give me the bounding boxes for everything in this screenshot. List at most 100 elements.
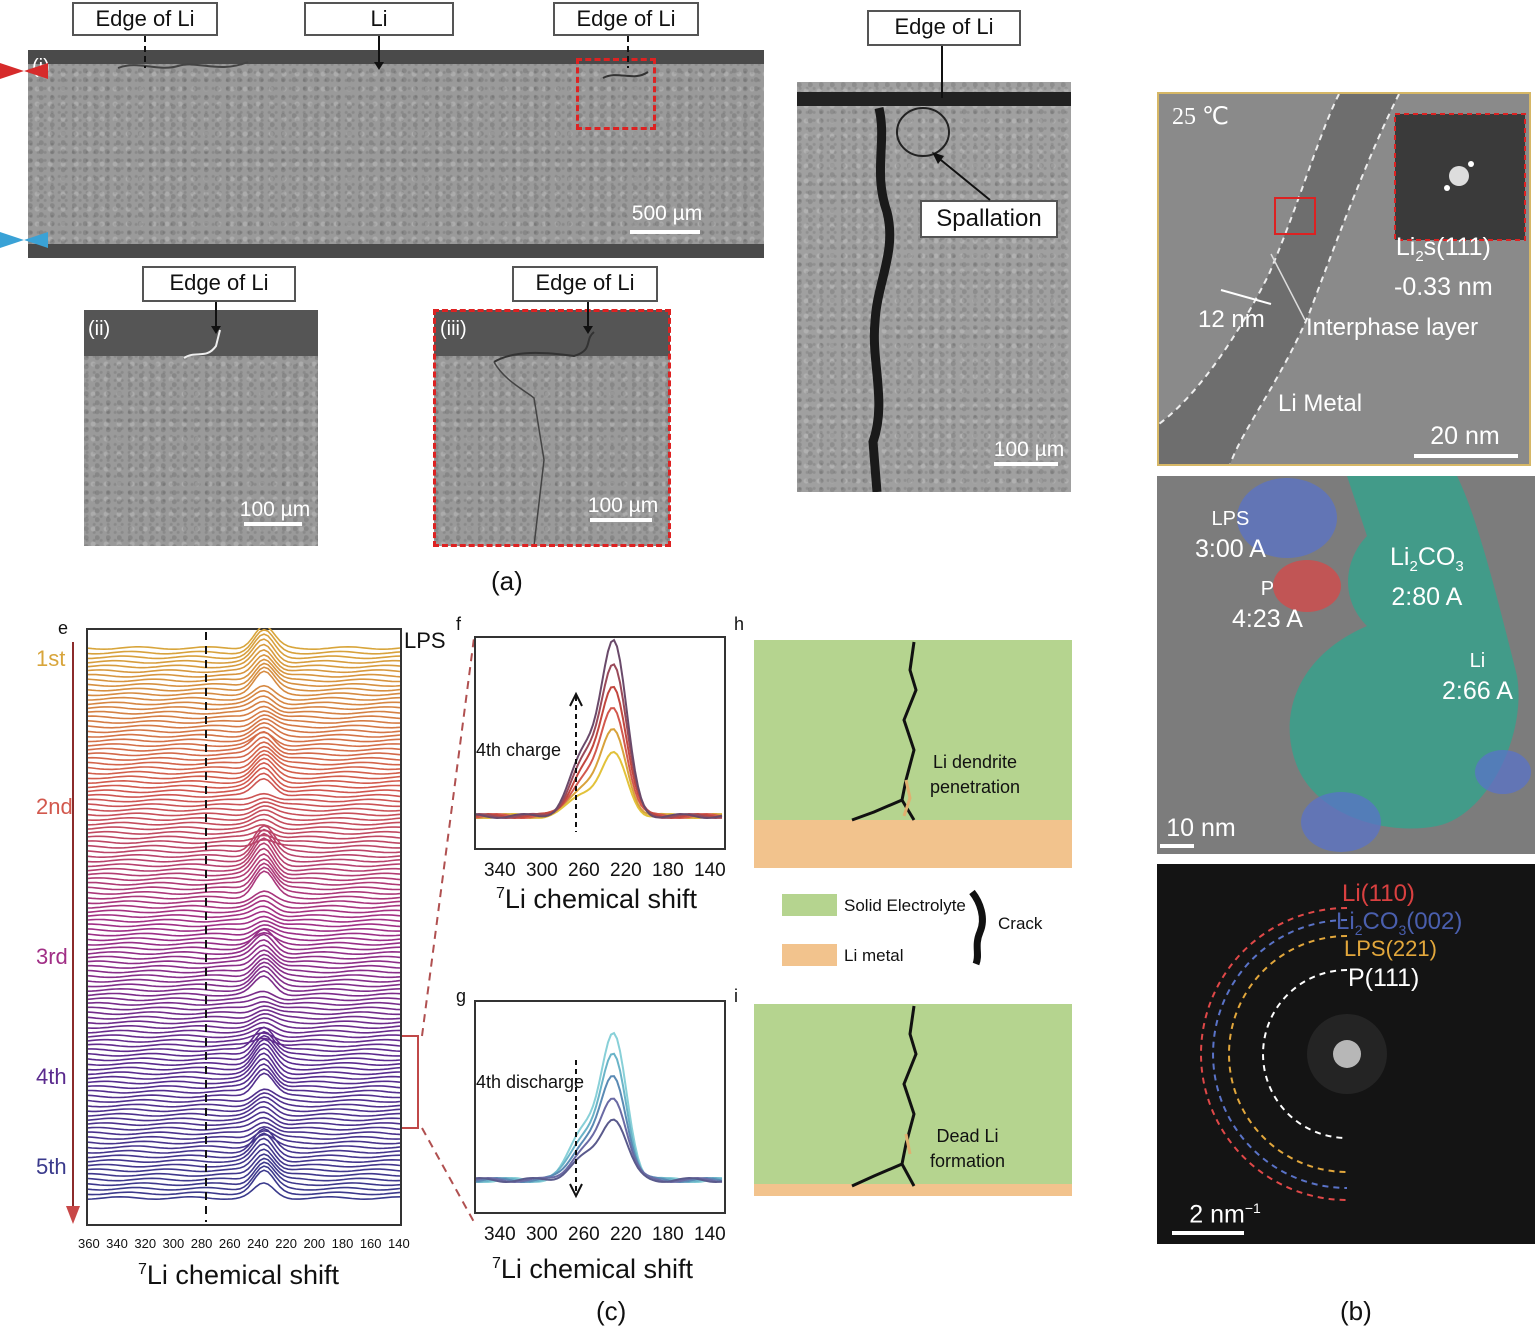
tem-image <box>1157 92 1531 466</box>
waterfall-trace <box>87 1052 401 1080</box>
fft-label: Li2s(111) -0.33 nm <box>1394 232 1493 302</box>
waterfall-trace <box>87 1021 401 1034</box>
waterfall-trace <box>87 824 401 854</box>
discharge-label: 4th discharge <box>476 1072 585 1092</box>
waterfall-xlabel-sup: 7 <box>138 1261 147 1278</box>
waterfall-xtick: 180 <box>331 1236 354 1251</box>
scale-label-top: 500 µm <box>631 202 703 225</box>
scalebar-right <box>994 462 1058 466</box>
waterfall-nmr-plot <box>86 628 402 1226</box>
waterfall-trace <box>87 1132 401 1159</box>
waterfall-trace <box>87 1042 401 1071</box>
waterfall-trace <box>87 1088 401 1103</box>
waterfall-trace <box>87 894 401 909</box>
waterfall-trace <box>87 1169 401 1196</box>
cycle-label: 1st <box>36 646 66 671</box>
waterfall-trace <box>87 1072 400 1099</box>
waterfall-trace <box>87 1030 400 1057</box>
hr-li2co3-a: Li <box>1390 543 1410 571</box>
waterfall-trace <box>87 927 401 942</box>
zoom-xtick: 180 <box>652 860 684 881</box>
waterfall-trace <box>87 933 401 955</box>
waterfall-trace <box>87 957 401 979</box>
waterfall-trace <box>87 1148 401 1173</box>
scalebar-hr <box>1160 844 1194 848</box>
waterfall-trace <box>87 838 400 849</box>
letter-g: g <box>456 986 467 1006</box>
waterfall-trace <box>87 1125 401 1140</box>
waterfall-trace <box>87 797 400 808</box>
callout-leaders <box>144 36 629 70</box>
zoom-xtick: 340 <box>484 860 516 881</box>
waterfall-trace <box>87 1111 401 1127</box>
hr-li-spacing: 2:66 A <box>1442 677 1513 705</box>
waterfall-trace <box>87 890 401 905</box>
saed-scale-value: 2 nm <box>1189 1200 1245 1229</box>
waterfall-trace <box>87 832 401 863</box>
charge-zoom-plot <box>474 636 726 850</box>
legend-swatch-li <box>782 944 837 966</box>
waterfall-trace <box>87 1063 401 1090</box>
zoom-xtick: 300 <box>526 860 558 881</box>
zoom-xtick: 300 <box>526 1224 558 1245</box>
waterfall-trace <box>87 1143 401 1168</box>
callout-li: Li <box>304 2 454 36</box>
waterfall-trace <box>87 847 401 877</box>
waterfall-trace <box>87 853 401 882</box>
waterfall-trace <box>87 726 401 743</box>
discharge-xlabel: 7Li chemical shift <box>492 1254 693 1285</box>
waterfall-trace <box>87 710 400 724</box>
discharge-xlabel-sup: 7 <box>492 1255 501 1272</box>
li-metal-label: Li Metal <box>1278 390 1363 417</box>
waterfall-trace <box>88 1026 401 1053</box>
waterfall-xtick: 200 <box>303 1236 326 1251</box>
interphase-label: Interphase layer <box>1306 314 1479 341</box>
waterfall-trace <box>87 928 401 951</box>
scale-label-tem: 20 nm <box>1430 422 1500 450</box>
zoom-xtick: 220 <box>610 860 642 881</box>
waterfall-trace <box>87 931 401 946</box>
micrograph-iii <box>434 310 670 546</box>
cycle-arrow <box>66 642 80 1224</box>
callout-edge-ii: Edge of Li <box>142 266 296 302</box>
callout-edge-left: Edge of Li <box>72 2 218 36</box>
deadli-text-1: Dead Li <box>936 1126 999 1146</box>
waterfall-xtick: 220 <box>275 1236 297 1251</box>
scale-label-hr: 10 nm <box>1166 814 1236 842</box>
waterfall-trace <box>87 1037 401 1048</box>
hr-p-label: P 4:23 A <box>1232 574 1303 634</box>
saed-ring-li2co3-b: CO <box>1362 908 1399 935</box>
hr-li2co3-spacing: 2:80 A <box>1391 583 1463 611</box>
saed-ring-li: Li(110) <box>1342 880 1415 907</box>
zoom-xtick: 140 <box>694 1224 726 1245</box>
scale-label-right: 100 µm <box>993 438 1065 461</box>
charge-label: 4th charge <box>476 740 562 760</box>
fft-spacing: -0.33 nm <box>1394 273 1493 301</box>
caption-a: (a) <box>491 566 523 596</box>
trend-arrowhead <box>569 1183 583 1199</box>
roi-box-iii <box>433 309 671 547</box>
scale-label-ii: 100 µm <box>239 498 311 521</box>
waterfall-trace <box>87 813 401 826</box>
waterfall-trace <box>87 700 401 715</box>
hr-li-name: Li <box>1469 650 1486 672</box>
trend-arrowhead <box>569 691 583 707</box>
waterfall-trace <box>87 1182 401 1201</box>
layer-thickness: 12 nm <box>1198 306 1265 333</box>
cycle-label: 2nd <box>36 794 73 819</box>
legend-label-crack: Crack <box>998 914 1043 933</box>
scalebar-top <box>630 230 700 234</box>
waterfall-trace <box>87 1012 401 1025</box>
waterfall-trace <box>87 818 401 831</box>
hr-p-name: P <box>1260 578 1275 600</box>
waterfall-trace <box>87 910 401 923</box>
waterfall-trace <box>87 1005 400 1016</box>
waterfall-trace <box>87 628 401 651</box>
saed-ring-li2co3: Li2CO3(002) <box>1336 908 1462 938</box>
scale-label-saed: 2 nm−1 <box>1170 1200 1280 1229</box>
scalebar-tem <box>1414 454 1518 458</box>
waterfall-trace <box>87 920 400 932</box>
waterfall-trace <box>87 753 401 775</box>
zoom-xtick: 140 <box>694 860 726 881</box>
letter-i: i <box>734 986 738 1006</box>
